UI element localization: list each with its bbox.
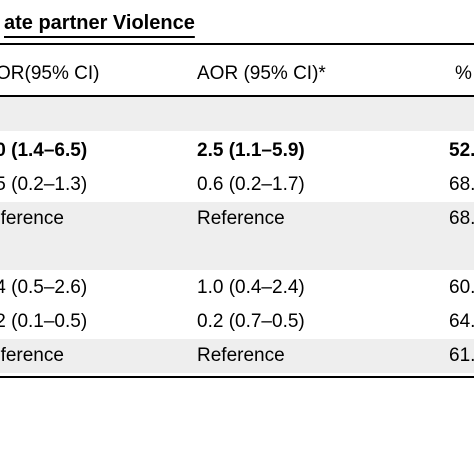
column-header-percent: % (455, 63, 472, 84)
cell-percent: 60. (449, 277, 474, 298)
cell-or: eference (0, 208, 64, 229)
cell-percent: 64. (449, 311, 474, 332)
cell-or: .4 (0.5–2.6) (0, 277, 88, 298)
column-header-aor: AOR (95% CI)* (197, 63, 326, 84)
cell-aor: 1.0 (0.4–2.4) (197, 277, 305, 298)
table-row: eference Reference 68. (0, 202, 474, 236)
cell-percent: 52. (449, 140, 474, 161)
cell-or: .2 (0.1–0.5) (0, 311, 88, 332)
cell-aor: 0.2 (0.7–0.5) (197, 311, 305, 332)
cell-or: .0 (1.4–6.5) (0, 140, 88, 161)
table-row: .5 (0.2–1.3) 0.6 (0.2–1.7) 68. (0, 168, 474, 202)
top-rule (0, 43, 474, 45)
table-row: eference Reference 61. (0, 339, 474, 373)
column-header-row: OR(95% CI) AOR (95% CI)* % (0, 57, 474, 91)
cell-aor: Reference (197, 345, 285, 366)
table-row: .2 (0.1–0.5) 0.2 (0.7–0.5) 64. (0, 305, 474, 339)
table-row (0, 97, 474, 131)
cell-percent: 68. (449, 174, 474, 195)
bottom-rule (0, 376, 474, 378)
table-row: .4 (0.5–2.6) 1.0 (0.4–2.4) 60. (0, 271, 474, 305)
header-rule (0, 95, 474, 97)
cell-aor: 2.5 (1.1–5.9) (197, 140, 305, 161)
column-header-or: OR(95% CI) (0, 63, 100, 84)
cell-or: eference (0, 345, 64, 366)
cell-or: .5 (0.2–1.3) (0, 174, 88, 195)
table-row: .0 (1.4–6.5) 2.5 (1.1–5.9) 52. (0, 134, 474, 168)
table-title: ate partner Violence (4, 12, 195, 34)
cell-percent: 68. (449, 208, 474, 229)
table-row (0, 236, 474, 270)
cell-aor: 0.6 (0.2–1.7) (197, 174, 305, 195)
cell-aor: Reference (197, 208, 285, 229)
cell-percent: 61. (449, 345, 474, 366)
